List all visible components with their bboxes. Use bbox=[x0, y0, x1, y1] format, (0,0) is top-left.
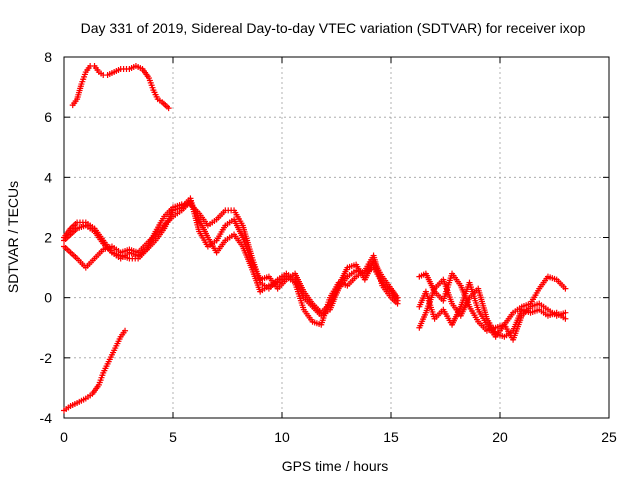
marks-layer bbox=[61, 63, 569, 414]
x-tick-label: 5 bbox=[169, 429, 177, 445]
series-track-c bbox=[61, 195, 401, 316]
series-track-top bbox=[69, 63, 172, 112]
y-tick-label: -2 bbox=[40, 350, 53, 366]
x-axis-label: GPS time / hours bbox=[282, 458, 389, 474]
ticks-layer: 0 5 10 15 20 25 -4 -2 0 2 4 6 8 bbox=[40, 49, 617, 445]
y-tick-label: 2 bbox=[44, 230, 52, 246]
chart-title: Day 331 of 2019, Sidereal Day-to-day VTE… bbox=[81, 20, 586, 36]
series-track-rise bbox=[61, 327, 129, 414]
data-point bbox=[394, 294, 401, 301]
x-tick-label: 25 bbox=[601, 429, 617, 445]
series-track-late-c bbox=[416, 279, 569, 343]
data-point bbox=[562, 309, 569, 316]
data-point bbox=[562, 315, 569, 322]
y-tick-label: 8 bbox=[44, 49, 52, 65]
y-tick-label: 0 bbox=[44, 290, 52, 306]
y-tick-label: -4 bbox=[40, 410, 53, 426]
data-point bbox=[165, 105, 172, 112]
x-tick-label: 0 bbox=[60, 429, 68, 445]
x-tick-label: 10 bbox=[274, 429, 290, 445]
data-point bbox=[394, 300, 401, 307]
x-tick-label: 15 bbox=[383, 429, 399, 445]
y-axis-label: SDTVAR / TECUs bbox=[5, 181, 21, 293]
data-point bbox=[562, 285, 569, 292]
y-tick-label: 4 bbox=[44, 169, 52, 185]
x-tick-label: 20 bbox=[492, 429, 508, 445]
data-point bbox=[122, 327, 129, 334]
y-tick-label: 6 bbox=[44, 109, 52, 125]
